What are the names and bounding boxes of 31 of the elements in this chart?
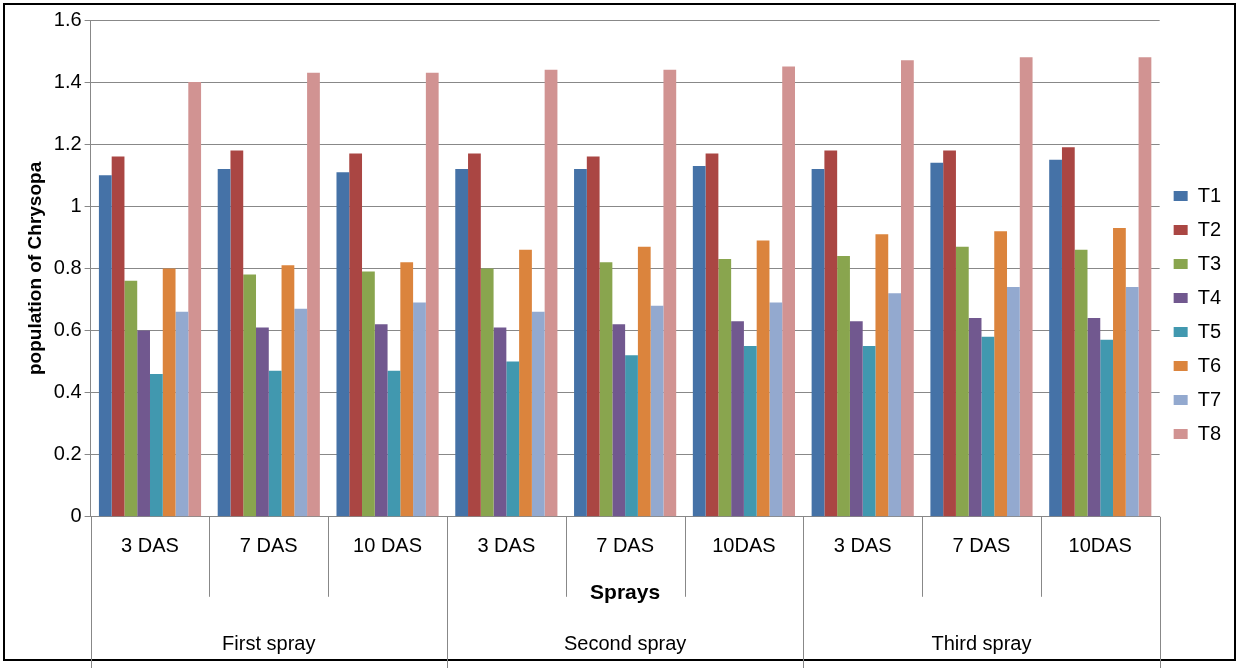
x-tick-label: 7 DAS — [952, 534, 1011, 557]
x-tick-label: 3 DAS — [833, 534, 892, 557]
y-tick-label: 0.8 — [53, 255, 82, 278]
x-tick-label: 10DAS — [1068, 534, 1132, 557]
text: Third spray — [931, 632, 1032, 655]
y-tick-label: 1.6 — [53, 7, 82, 30]
legend-label: T1 — [1197, 183, 1221, 206]
y-tick-label: 1.4 — [53, 69, 82, 92]
legend-label: T6 — [1197, 353, 1221, 376]
legend-label: T8 — [1197, 421, 1221, 444]
y-tick-label: 0.2 — [53, 442, 82, 465]
x-tick-label: 3 DAS — [121, 534, 179, 557]
legend-label: T5 — [1197, 319, 1221, 342]
x-tick-label: 7 DAS — [596, 534, 655, 557]
legend-label: T4 — [1197, 285, 1221, 308]
y-tick-label: 0.6 — [53, 318, 82, 341]
y-tick-label: 0.4 — [53, 380, 82, 403]
x-axis-title: Sprays — [590, 580, 661, 604]
text: Second spray — [563, 632, 687, 655]
y-tick-label: 1 — [70, 193, 82, 216]
y-tick-label: 0 — [70, 504, 82, 527]
y-axis-title: population of Chrysopa — [23, 161, 45, 376]
x-tick-label: 3 DAS — [477, 534, 536, 557]
x-tick-label: 10DAS — [712, 534, 776, 557]
x-tick-label: 10 DAS — [353, 534, 423, 557]
text: First spray — [222, 632, 316, 655]
legend-label: T7 — [1197, 387, 1221, 410]
y-tick-label: 1.2 — [53, 131, 82, 154]
x-tick-label: 7 DAS — [239, 534, 298, 557]
legend-label: T3 — [1197, 251, 1221, 274]
legend-label: T2 — [1197, 217, 1221, 240]
